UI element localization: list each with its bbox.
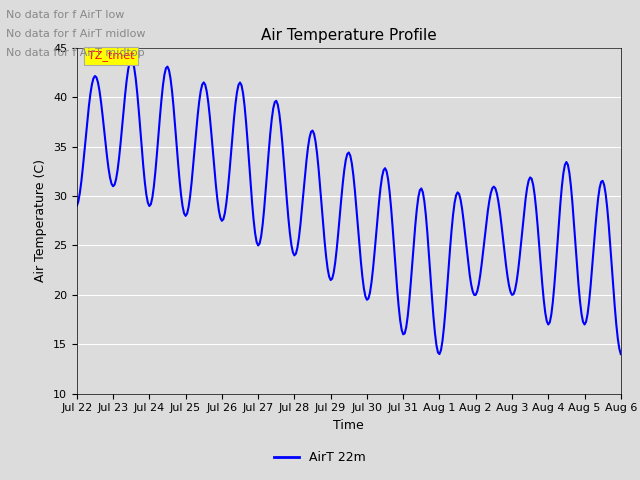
X-axis label: Time: Time (333, 419, 364, 432)
Text: TZ_tmet: TZ_tmet (88, 50, 134, 61)
Legend: AirT 22m: AirT 22m (269, 446, 371, 469)
Text: No data for f AirT midlow: No data for f AirT midlow (6, 29, 146, 39)
Y-axis label: Air Temperature (C): Air Temperature (C) (35, 159, 47, 282)
Text: No data for f AirT low: No data for f AirT low (6, 10, 125, 20)
Title: Air Temperature Profile: Air Temperature Profile (261, 28, 436, 43)
Text: No data for f AirT midtop: No data for f AirT midtop (6, 48, 145, 58)
